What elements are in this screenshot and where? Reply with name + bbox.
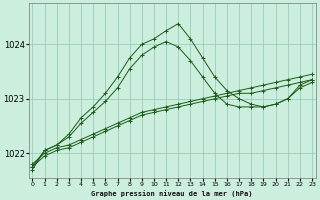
X-axis label: Graphe pression niveau de la mer (hPa): Graphe pression niveau de la mer (hPa) [92, 190, 253, 197]
